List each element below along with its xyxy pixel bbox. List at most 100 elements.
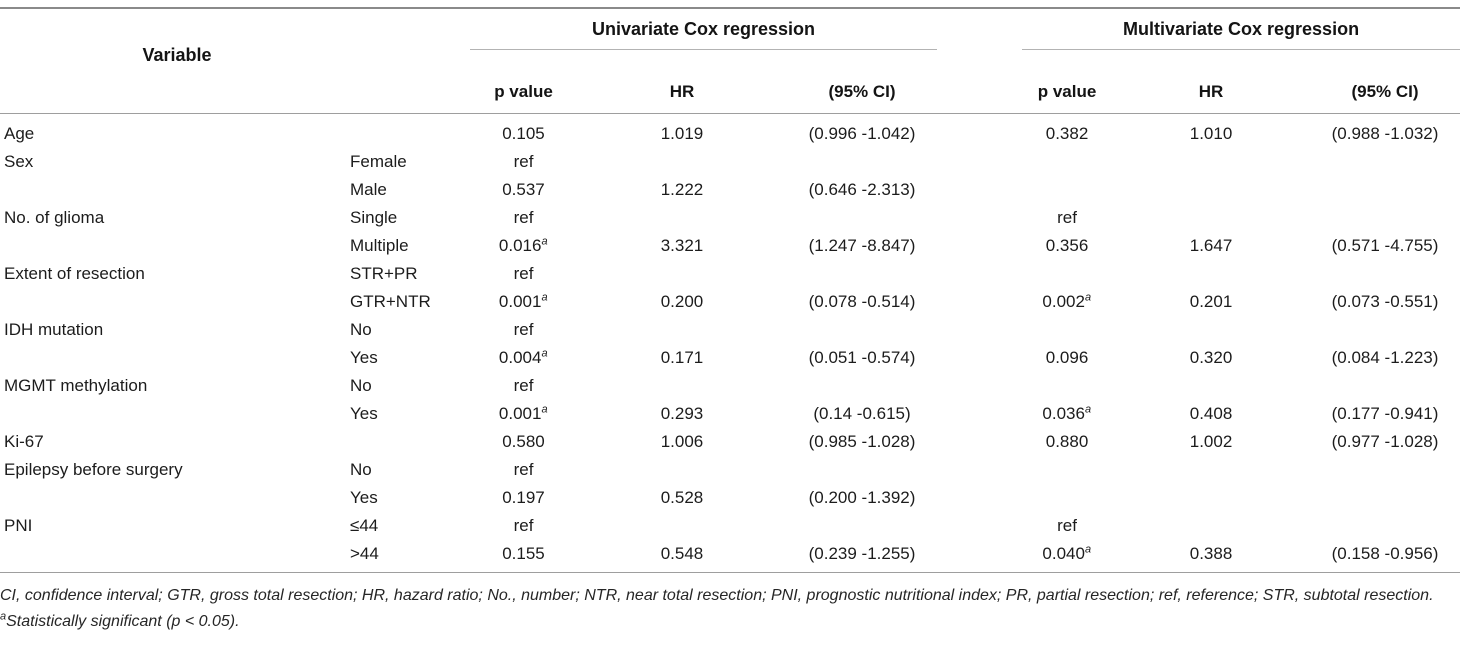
uni-hr-cell: 0.548 — [577, 540, 787, 573]
uni-p-value-cell: ref — [513, 152, 534, 171]
spacer-cell — [937, 232, 1022, 260]
spacer-cell — [937, 114, 1022, 149]
variable-cell: Age — [4, 124, 35, 143]
column-header-multi-hr: HR — [1112, 49, 1311, 114]
uni-p-value-cell: ref — [513, 376, 534, 395]
uni-ci-cell: (0.239 -1.255) — [787, 540, 938, 573]
multi-p-value-cell: 0.096 — [1045, 348, 1089, 367]
multi-ci-cell: (0.073 -0.551) — [1331, 292, 1439, 311]
uni-ci-cell — [787, 148, 937, 176]
column-header-row: p value HR (95% CI) p value HR (95% CI) — [0, 49, 1460, 114]
multi-p-value-cell: ref — [1057, 516, 1077, 535]
variable-cell — [0, 176, 350, 204]
uni-ci-cell — [787, 204, 937, 232]
multi-hr-cell — [1112, 176, 1310, 204]
uni-p-value-cell: 0.155 — [470, 540, 577, 573]
significance-marker: a — [541, 291, 549, 304]
multi-hr-cell — [1112, 484, 1310, 512]
subcategory-cell — [350, 114, 470, 149]
column-header-multi-ci: (95% CI) — [1310, 49, 1460, 114]
multi-p-value-cell — [1022, 484, 1112, 512]
subcategory-cell: Yes — [350, 488, 378, 507]
multi-ci-cell: (0.084 -1.223) — [1331, 348, 1439, 367]
variable-cell — [0, 344, 350, 372]
multi-hr-cell: 0.320 — [1189, 348, 1233, 367]
spacer-cell — [937, 344, 1022, 372]
table-footnotes: CI, confidence interval; GTR, gross tota… — [0, 573, 1460, 635]
uni-ci-cell — [787, 512, 937, 540]
uni-p-value-cell: ref — [513, 460, 534, 479]
multi-ci-cell — [1310, 176, 1460, 204]
uni-p-value-cell: ref — [513, 320, 534, 339]
multi-hr-cell: 1.647 — [1189, 236, 1233, 255]
uni-p-value-cell: 0.197 — [502, 488, 545, 507]
table-row: Yes 0.004a 0.171 (0.051 -0.574) 0.096 0.320 (0… — [0, 344, 1460, 372]
multi-ci-cell: (0.571 -4.755) — [1331, 236, 1439, 255]
column-header-uni-p-value: p value — [470, 49, 577, 114]
multi-ci-cell — [1310, 148, 1460, 176]
subcategory-cell: No — [350, 376, 372, 395]
multi-hr-cell — [1112, 204, 1310, 232]
spacer-cell — [937, 260, 1022, 288]
subcategory-cell: Single — [350, 208, 398, 227]
significance-marker: a — [1084, 291, 1092, 304]
uni-ci-cell — [787, 372, 937, 400]
table-row: Yes 0.001a 0.293 (0.14 -0.615) 0.036a 0.408 (0… — [0, 400, 1460, 428]
uni-hr-cell — [577, 316, 787, 344]
multi-ci-cell — [1310, 260, 1460, 288]
column-header-uni-hr: HR — [577, 49, 787, 114]
multi-hr-cell: 1.002 — [1189, 432, 1233, 451]
subcategory-cell — [350, 428, 470, 456]
multi-hr-cell: 1.010 — [1189, 124, 1233, 143]
column-header-multi-p-value: p value — [1022, 49, 1113, 114]
uni-p-value-cell: 0.001a — [498, 291, 549, 311]
uni-ci-cell: (1.247 -8.847) — [808, 236, 916, 255]
significance-marker: a — [1084, 543, 1092, 556]
variable-cell — [0, 540, 350, 573]
variable-cell: Extent of resection — [4, 264, 145, 283]
variable-cell: Sex — [4, 152, 34, 171]
multi-p-value-cell: 0.002a — [1042, 291, 1092, 311]
table-header: Variable Univariate Cox regression Multi… — [0, 7, 1460, 114]
multi-ci-cell — [1310, 512, 1460, 540]
significance-marker: a — [541, 347, 549, 360]
multi-hr-cell — [1112, 316, 1310, 344]
table-row: Yes 0.197 0.528 (0.200 -1.392) — [0, 484, 1460, 512]
multi-p-value-cell — [1022, 316, 1112, 344]
spacer-cell — [937, 148, 1022, 176]
spacer-cell — [937, 428, 1022, 456]
subcategory-cell: Female — [350, 152, 407, 171]
multi-ci-cell: (0.177 -0.941) — [1331, 404, 1439, 423]
table-row: Age 0.105 1.019 (0.996 -1.042) 0.382 1.010 (0.… — [0, 114, 1460, 149]
group-header-multivariate: Multivariate Cox regression — [1022, 7, 1460, 50]
uni-ci-cell — [787, 260, 937, 288]
multi-p-value-cell — [1022, 176, 1112, 204]
cox-regression-table: Variable Univariate Cox regression Multi… — [0, 7, 1460, 573]
variable-cell — [0, 288, 350, 316]
multi-hr-cell — [1112, 260, 1310, 288]
multi-ci-cell — [1310, 456, 1460, 484]
table-row: MGMT methylation No ref — [0, 372, 1460, 400]
column-spacer — [937, 7, 1023, 114]
subcategory-cell: STR+PR — [350, 264, 418, 283]
uni-ci-cell — [787, 316, 937, 344]
table-row: IDH mutation No ref — [0, 316, 1460, 344]
subcategory-cell: >44 — [350, 540, 470, 573]
spacer-cell — [937, 204, 1022, 232]
uni-hr-cell — [577, 456, 787, 484]
multi-p-value-cell: ref — [1057, 208, 1077, 227]
footnote-abbreviations: CI, confidence interval; GTR, gross tota… — [0, 587, 1434, 604]
spacer-cell — [937, 176, 1022, 204]
multi-p-value-cell — [1022, 372, 1112, 400]
spacer-cell — [937, 316, 1022, 344]
table-row: No. of glioma Single ref ref — [0, 204, 1460, 232]
multi-p-value-cell — [1022, 148, 1112, 176]
spacer-cell — [937, 512, 1022, 540]
column-header-variable: Variable — [0, 7, 350, 114]
multi-hr-cell — [1112, 512, 1310, 540]
multi-hr-cell — [1112, 372, 1310, 400]
group-header-row: Variable Univariate Cox regression Multi… — [0, 7, 1460, 114]
multi-hr-cell — [1112, 456, 1310, 484]
spacer-cell — [937, 288, 1022, 316]
